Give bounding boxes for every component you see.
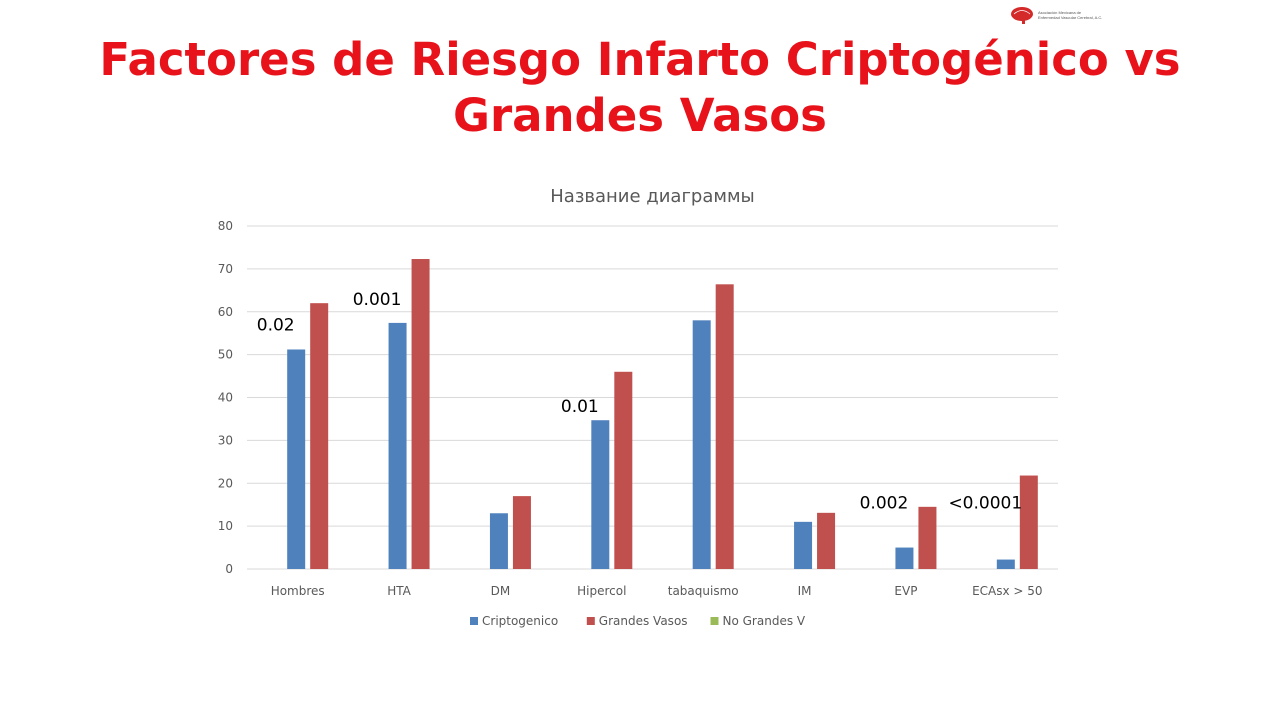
y-tick-label: 50 [218, 348, 233, 362]
y-tick-label: 10 [218, 519, 233, 533]
p-value-annotation: 0.02 [257, 316, 295, 336]
bar-criptogenico [794, 521, 813, 569]
y-axis-ticks: 0 10 20 30 40 50 60 70 80 [218, 219, 233, 576]
y-tick-label: 60 [218, 305, 233, 319]
legend-label: Grandes Vasos [599, 614, 688, 628]
gridlines [247, 225, 1058, 570]
x-tick-label: Hipercol [577, 584, 626, 598]
p-value-annotation: 0.001 [353, 290, 402, 310]
p-value-annotation: <0.0001 [948, 494, 1022, 514]
bar-grandes-vasos [715, 284, 734, 569]
bar-criptogenico [287, 349, 306, 569]
bar-grandes-vasos [918, 506, 937, 569]
brain-icon [1011, 7, 1033, 24]
legend-swatch [470, 617, 478, 625]
legend-swatch [586, 617, 595, 625]
p-value-annotation: 0.01 [561, 397, 599, 417]
bar-criptogenico [692, 320, 711, 569]
p-value-annotation: 0.002 [860, 494, 909, 514]
bar-criptogenico [996, 559, 1015, 569]
y-tick-label: 80 [218, 219, 233, 233]
legend-label: No Grandes V [723, 614, 806, 628]
bar-grandes-vasos [512, 496, 531, 569]
x-tick-label: tabaquismo [668, 584, 739, 598]
x-tick-label: EVP [894, 584, 917, 598]
slide-title: Factores de Riesgo Infarto Criptogénico … [99, 33, 1181, 142]
bar-grandes-vasos [614, 371, 633, 569]
bar-criptogenico [489, 513, 508, 569]
y-tick-label: 30 [218, 433, 233, 447]
bars [287, 259, 1038, 569]
bar-grandes-vasos [817, 512, 836, 569]
y-tick-label: 70 [218, 262, 233, 276]
legend: Criptogenico Grandes Vasos No Grandes V [470, 614, 806, 628]
y-tick-label: 0 [225, 562, 233, 576]
y-tick-label: 20 [218, 476, 233, 490]
legend-label: Criptogenico [482, 614, 558, 628]
x-tick-label: IM [798, 584, 812, 598]
logo-line-1: Asociación Mexicana de [1038, 10, 1082, 15]
x-tick-label: ECAsx > 50 [972, 584, 1042, 598]
brain-logo: Asociación Mexicana de Enfermedad Vascul… [1008, 4, 1113, 26]
bar-grandes-vasos [411, 259, 430, 569]
logo-line-2: Enfermedad Vascular Cerebral, A.C. [1038, 15, 1103, 20]
y-tick-label: 40 [218, 391, 233, 405]
chart-title: Название диаграммы [550, 186, 755, 207]
bar-grandes-vasos [1019, 475, 1038, 569]
x-axis-ticks: Hombres HTA DM Hipercol tabaquismo IM EVP ECAsx… [271, 584, 1043, 598]
bar-criptogenico [895, 547, 914, 569]
x-tick-label: HTA [387, 584, 411, 598]
annotations: 0.02 0.001 0.01 0.002 <0.0001 [257, 290, 1022, 514]
bar-criptogenico [388, 322, 407, 569]
bar-criptogenico [591, 420, 610, 569]
x-tick-label: DM [491, 584, 511, 598]
legend-swatch [710, 617, 719, 625]
bar-grandes-vasos [310, 303, 329, 569]
x-tick-label: Hombres [271, 584, 325, 598]
logo-text: Asociación Mexicana de Enfermedad Vascul… [1038, 10, 1102, 20]
